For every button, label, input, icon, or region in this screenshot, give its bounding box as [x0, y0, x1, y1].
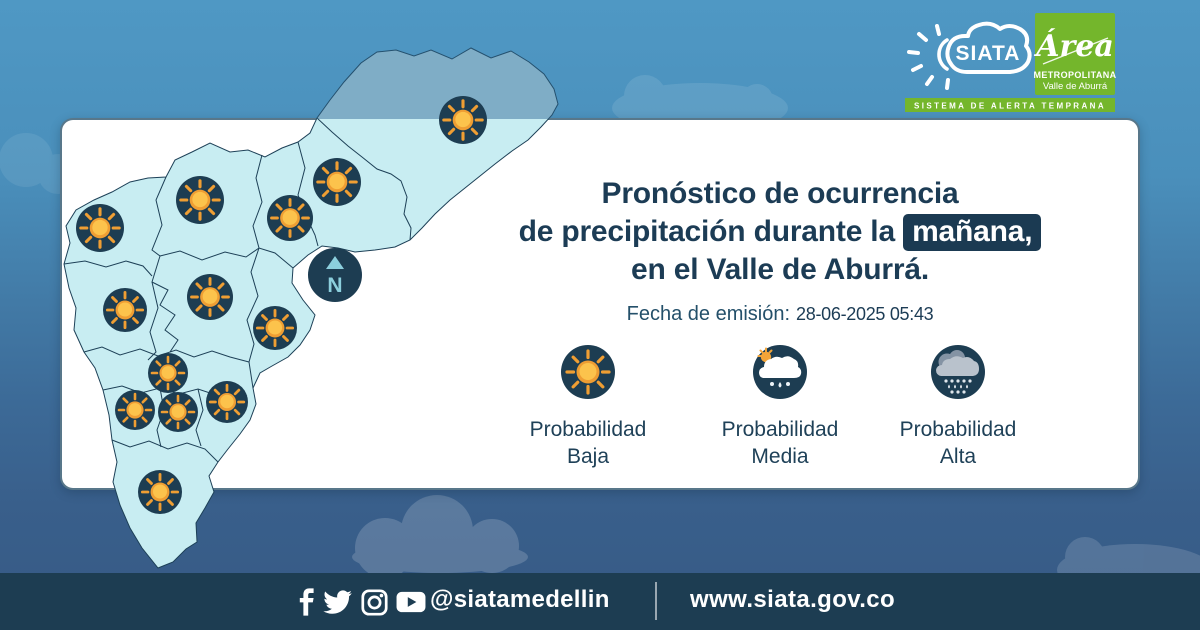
title-highlight: mañana, [903, 214, 1042, 251]
legend-item-medium: Probabilidad Media [690, 342, 870, 470]
siata-logo-text: SIATA [956, 42, 1021, 65]
social-handle[interactable]: @siatamedellin [430, 586, 610, 613]
alert-system-banner: SISTEMA DE ALERTA TEMPRANA [905, 98, 1115, 112]
alert-system-text: SISTEMA DE ALERTA TEMPRANA [914, 102, 1106, 111]
area-line2: METROPOLITANA [1033, 70, 1116, 80]
twitter-icon[interactable] [323, 589, 353, 615]
cloud-bottom-center [352, 495, 528, 578]
area-line3: Valle de Aburrá [1043, 81, 1108, 92]
title-line2: de precipitación durante la mañana, [460, 213, 1100, 251]
siata-cloud-outline [945, 21, 1032, 74]
facebook-icon[interactable] [299, 588, 315, 616]
siata-sun-rays [907, 24, 950, 90]
siata-logo: SIATA [907, 21, 1032, 90]
footer-bar: @siatamedellin www.siata.gov.co [0, 573, 1200, 630]
probability-legend: Probabilidad Baja [460, 342, 1100, 472]
emission-date: Fecha de emisión: 28-06-2025 05:43 [460, 303, 1100, 326]
legend-label: Probabilidad Alta [899, 418, 1017, 468]
area-script-text: Área [1033, 28, 1114, 64]
title-line3: en el Valle de Aburrá. [631, 253, 929, 286]
sun-icon [561, 345, 615, 399]
cloud-rain-icon [931, 345, 985, 399]
youtube-icon[interactable] [396, 590, 426, 614]
website-url[interactable]: www.siata.gov.co [690, 586, 896, 613]
area-metropolitana-logo: Área METROPOLITANA Valle de Aburrá [1033, 13, 1116, 95]
legend-item-high: Probabilidad Alta [868, 342, 1048, 470]
social-icons [299, 588, 426, 616]
emission-label: Fecha de emisión: [626, 303, 791, 325]
emission-value: 28-06-2025 05:43 [796, 304, 934, 324]
footer-divider [655, 582, 657, 620]
instagram-icon[interactable] [361, 588, 388, 616]
branding-logos: SIATA Área METROPOLITANA Valle de Aburrá… [905, 13, 1116, 112]
legend-item-low: Probabilidad Baja [498, 342, 678, 470]
title-line1: Pronóstico de ocurrencia [601, 177, 959, 210]
legend-label: Probabilidad Media [721, 418, 839, 468]
card-content: Pronóstico de ocurrencia de precipitació… [460, 118, 1100, 472]
sun-cloud-rain-icon [753, 345, 807, 399]
legend-label: Probabilidad Baja [529, 418, 647, 468]
page-title: Pronóstico de ocurrencia de precipitació… [460, 118, 1100, 289]
